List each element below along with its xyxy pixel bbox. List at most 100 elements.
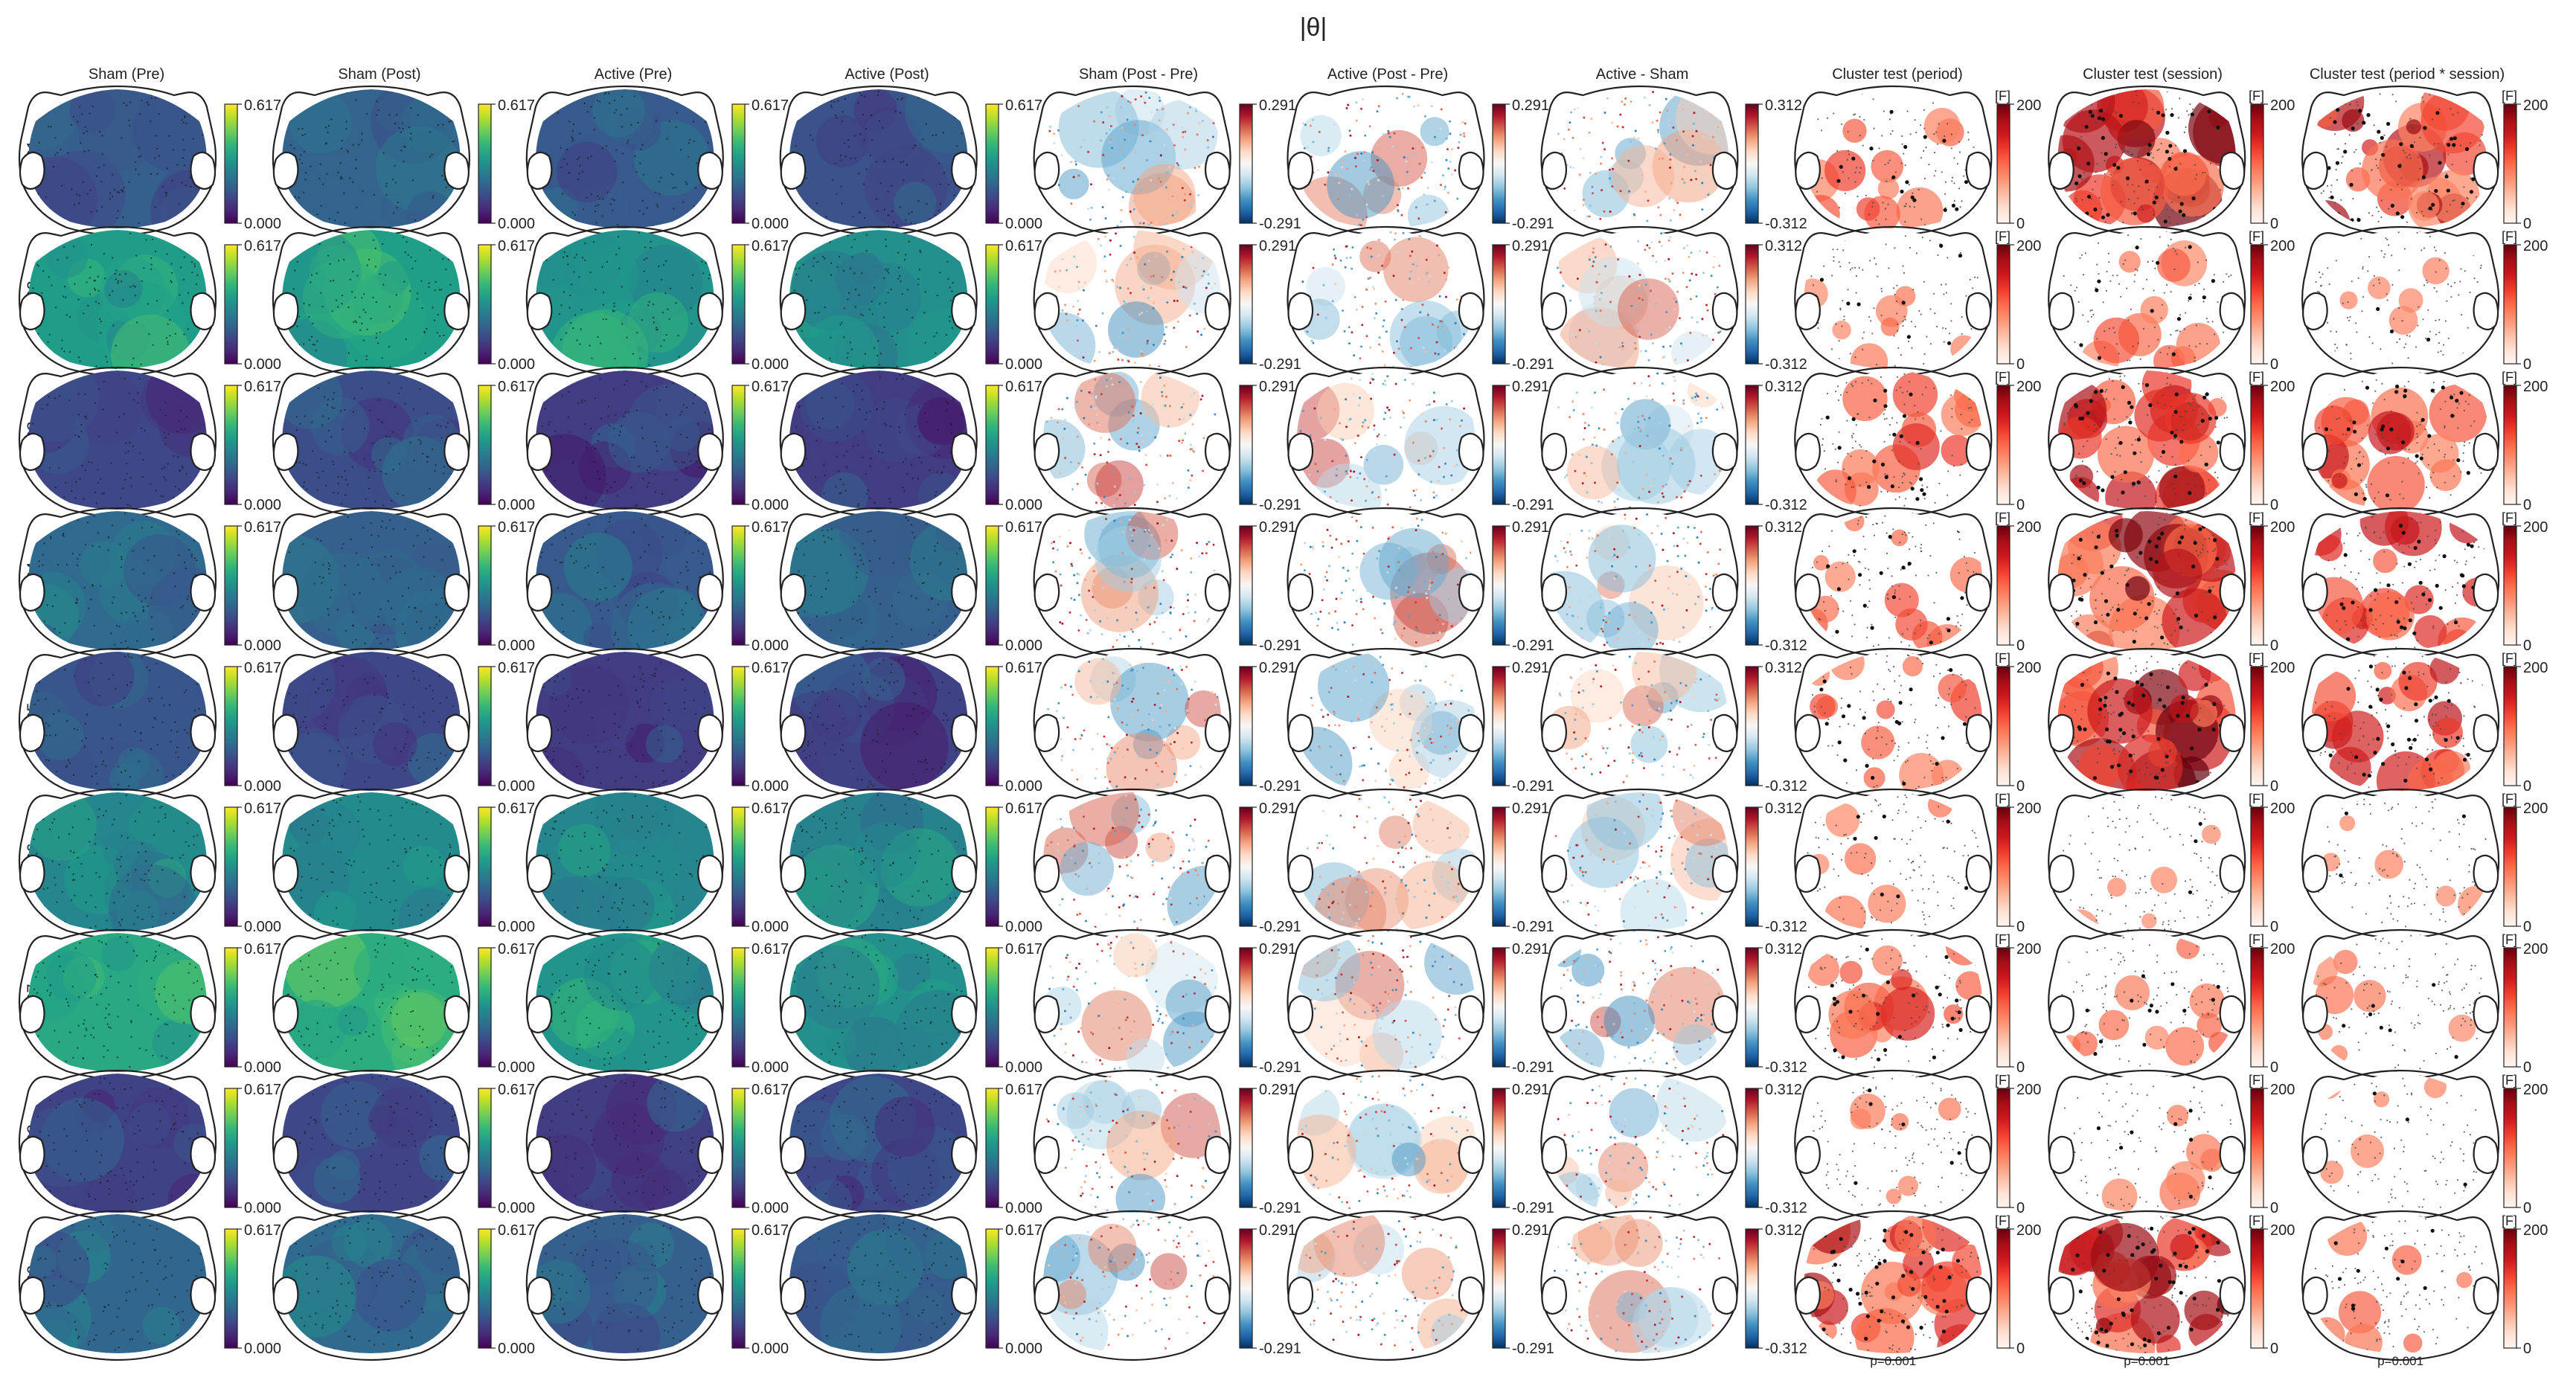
colorbar: 0.291 -0.291 <box>1492 1222 1554 1357</box>
topomap-s08-col2: 0.617 0.000 <box>272 1069 535 1221</box>
colorbar-min: 0 <box>2016 919 2025 935</box>
colorbar: 200 0 [F] <box>2502 651 2548 795</box>
colorbar-min: 0 <box>2270 638 2278 654</box>
colorbar: 0.617 0.000 <box>985 379 1042 513</box>
colorbar-min: 0.000 <box>244 1059 281 1076</box>
colorbar: 200 0 [F] <box>1995 229 2041 373</box>
colorbar: 0.312 -0.312 <box>1745 519 1807 654</box>
colorbar-min: 0.000 <box>752 1059 789 1076</box>
colorbar-min: 0.000 <box>244 919 281 935</box>
topomap-s08-col6: 0.291 -0.291 <box>1287 1069 1554 1221</box>
colorbar-min: 0.000 <box>498 638 535 654</box>
colorbar-unit: [F] <box>1995 1073 2011 1088</box>
colorbar-min: 0.000 <box>498 356 535 373</box>
colorbar: 200 0 [F] <box>2249 932 2295 1076</box>
colorbar-min: 0 <box>2523 778 2531 795</box>
topomap-s04-col7: 0.312 -0.312 <box>1540 507 1807 658</box>
colorbar-unit: [F] <box>2249 89 2264 103</box>
colorbar-min: 0.000 <box>1005 1200 1042 1216</box>
colorbar-min: 0.000 <box>752 638 789 654</box>
colorbar-unit: [F] <box>2502 510 2517 525</box>
topomap-s01-col2: 0.617 0.000 <box>272 85 535 237</box>
topomap-s01-col3: 0.617 0.000 <box>525 85 789 237</box>
colorbar-max: 0.617 <box>1005 1222 1042 1239</box>
colorbar-min: -0.291 <box>1259 497 1301 513</box>
column-header-9: Cluster test (session) <box>2083 66 2223 83</box>
colorbar: 0.291 -0.291 <box>1239 1082 1301 1216</box>
colorbar-min: 0 <box>2523 1341 2531 1357</box>
topomap-s09-col9: p=0.001 200 0 [F] <box>2048 1210 2295 1368</box>
column-header-3: Active (Pre) <box>595 66 672 83</box>
colorbar-max: 0.291 <box>1259 1082 1296 1098</box>
colorbar-max: 0.312 <box>1765 660 1802 676</box>
colorbar-max: 200 <box>2270 1082 2295 1098</box>
topomap-s09-col3: 0.617 0.000 <box>525 1210 789 1361</box>
colorbar-unit: [F] <box>1995 792 2011 806</box>
topomap-s02-col6: 0.291 -0.291 <box>1287 225 1554 377</box>
colorbar: 200 0 [F] <box>1995 1073 2041 1216</box>
colorbar-max: 200 <box>2270 941 2295 957</box>
colorbar-min: 0 <box>2016 778 2025 795</box>
colorbar: 0.617 0.000 <box>224 801 281 935</box>
colorbar-max: 0.617 <box>752 238 789 254</box>
colorbar: 0.291 -0.291 <box>1492 1082 1554 1216</box>
colorbar-max: 0.312 <box>1765 238 1802 254</box>
colorbar-min: -0.312 <box>1765 497 1807 513</box>
colorbar-min: 0 <box>2016 1200 2025 1216</box>
colorbar-min: 0.000 <box>244 356 281 373</box>
colorbar-max: 0.291 <box>1512 519 1549 536</box>
colorbar-min: 0.000 <box>1005 778 1042 795</box>
colorbar-max: 0.617 <box>244 1222 281 1239</box>
topomap-s09-col5: 0.291 -0.291 <box>1033 1210 1301 1361</box>
colorbar: 0.617 0.000 <box>985 941 1042 1076</box>
colorbar-unit: [F] <box>2249 370 2264 385</box>
colorbar-unit: [F] <box>2502 370 2517 385</box>
colorbar-unit: [F] <box>2502 792 2517 806</box>
colorbar: 200 0 [F] <box>1995 510 2041 654</box>
colorbar: 0.291 -0.291 <box>1239 941 1301 1076</box>
colorbar-min: -0.312 <box>1765 1059 1807 1076</box>
colorbar-min: 0.000 <box>1005 216 1042 232</box>
colorbar: 0.291 -0.291 <box>1239 97 1301 232</box>
colorbar-max: 0.617 <box>498 519 535 536</box>
colorbar: 0.617 0.000 <box>224 660 281 795</box>
colorbar-max: 0.617 <box>498 801 535 817</box>
colorbar-min: 0 <box>2016 497 2025 513</box>
topomap-s01-col4: 0.617 0.000 <box>779 85 1042 237</box>
topomap-s04-col5: 0.291 -0.291 <box>1033 507 1301 658</box>
colorbar-min: 0 <box>2016 1341 2025 1357</box>
colorbar-min: 0.000 <box>498 216 535 232</box>
colorbar-max: 0.617 <box>244 941 281 957</box>
colorbar-max: 0.617 <box>1005 1082 1042 1098</box>
colorbar: 0.617 0.000 <box>731 801 789 935</box>
colorbar: 0.291 -0.291 <box>1492 801 1554 935</box>
colorbar-min: -0.312 <box>1765 1200 1807 1216</box>
colorbar-min: 0 <box>2270 919 2278 935</box>
colorbar: 200 0 [F] <box>2502 370 2548 513</box>
colorbar: 0.291 -0.291 <box>1239 519 1301 654</box>
colorbar-max: 200 <box>2270 660 2295 676</box>
colorbar: 0.617 0.000 <box>731 1082 789 1216</box>
colorbar: 200 0 [F] <box>2249 370 2295 513</box>
colorbar-max: 200 <box>2523 801 2548 817</box>
colorbar-min: -0.291 <box>1259 1059 1301 1076</box>
topomap-s06-col7: 0.312 -0.312 <box>1540 788 1807 940</box>
colorbar-min: 0 <box>2270 1200 2278 1216</box>
topomap-s05-col6: 0.291 -0.291 <box>1287 647 1554 799</box>
column-header-7: Active - Sham <box>1596 66 1688 83</box>
topomap-s05-col4: 0.617 0.000 <box>779 647 1042 799</box>
colorbar-max: 200 <box>2270 238 2295 254</box>
column-header-4: Active (Post) <box>845 66 929 83</box>
colorbar-min: 0 <box>2523 497 2531 513</box>
colorbar-min: 0.000 <box>244 638 281 654</box>
colorbar-min: 0.000 <box>1005 356 1042 373</box>
colorbar-max: 0.617 <box>1005 379 1042 395</box>
